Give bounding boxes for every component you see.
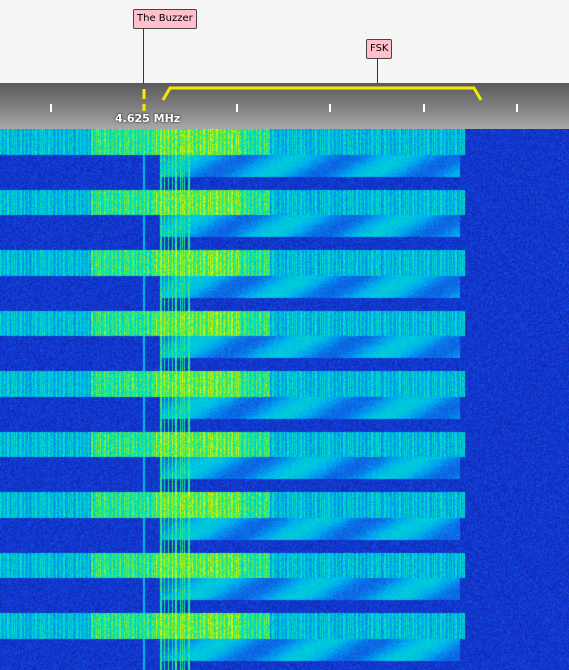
marker-the-buzzer[interactable]: The Buzzer	[133, 9, 197, 29]
marker-label-bar: The Buzzer FSK	[0, 0, 569, 107]
marker-fsk[interactable]: FSK	[366, 39, 393, 59]
center-frequency-label: 4.625 MHz	[115, 112, 181, 125]
scale-ticks	[50, 86, 518, 112]
waterfall-display[interactable]	[0, 129, 569, 670]
waterfall-canvas[interactable]	[0, 129, 569, 670]
frequency-scale[interactable]: 4.625 MHz	[0, 83, 569, 129]
buzzer-marker-line	[143, 27, 144, 107]
fsk-marker-line	[377, 57, 378, 87]
fsk-passband-bracket	[161, 86, 483, 101]
